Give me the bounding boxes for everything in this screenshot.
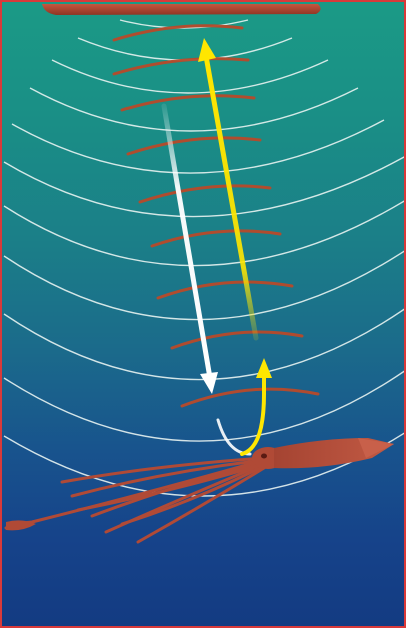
outgoing-arrow-shaft bbox=[164, 106, 210, 378]
squid-tentacles bbox=[62, 458, 264, 542]
echo-arc-1 bbox=[114, 26, 242, 40]
echo-return-curve bbox=[242, 376, 264, 454]
echo-return-curve-head bbox=[256, 358, 272, 378]
wave-front-3 bbox=[52, 60, 328, 93]
echo-arrow-head bbox=[198, 38, 216, 62]
echo-arc-6 bbox=[152, 231, 280, 246]
ship-hull bbox=[42, 4, 321, 15]
wave-fronts bbox=[4, 20, 406, 496]
echo-arc-3 bbox=[122, 96, 254, 110]
wave-front-5 bbox=[12, 120, 384, 173]
echo-arc-9 bbox=[182, 389, 318, 406]
squid-eye bbox=[261, 454, 267, 459]
outgoing-arrow-head bbox=[200, 372, 218, 394]
echo-arc-8 bbox=[172, 332, 302, 348]
squid bbox=[6, 438, 394, 542]
echo-arc-4 bbox=[128, 138, 260, 154]
echo-arc-5 bbox=[140, 186, 270, 202]
wave-front-4 bbox=[30, 88, 358, 131]
echo-arc-7 bbox=[158, 282, 292, 298]
echo-arc-2 bbox=[114, 59, 248, 74]
wave-front-2 bbox=[78, 38, 292, 60]
outgoing-sonar-arrow bbox=[164, 106, 250, 454]
ship bbox=[42, 4, 321, 15]
